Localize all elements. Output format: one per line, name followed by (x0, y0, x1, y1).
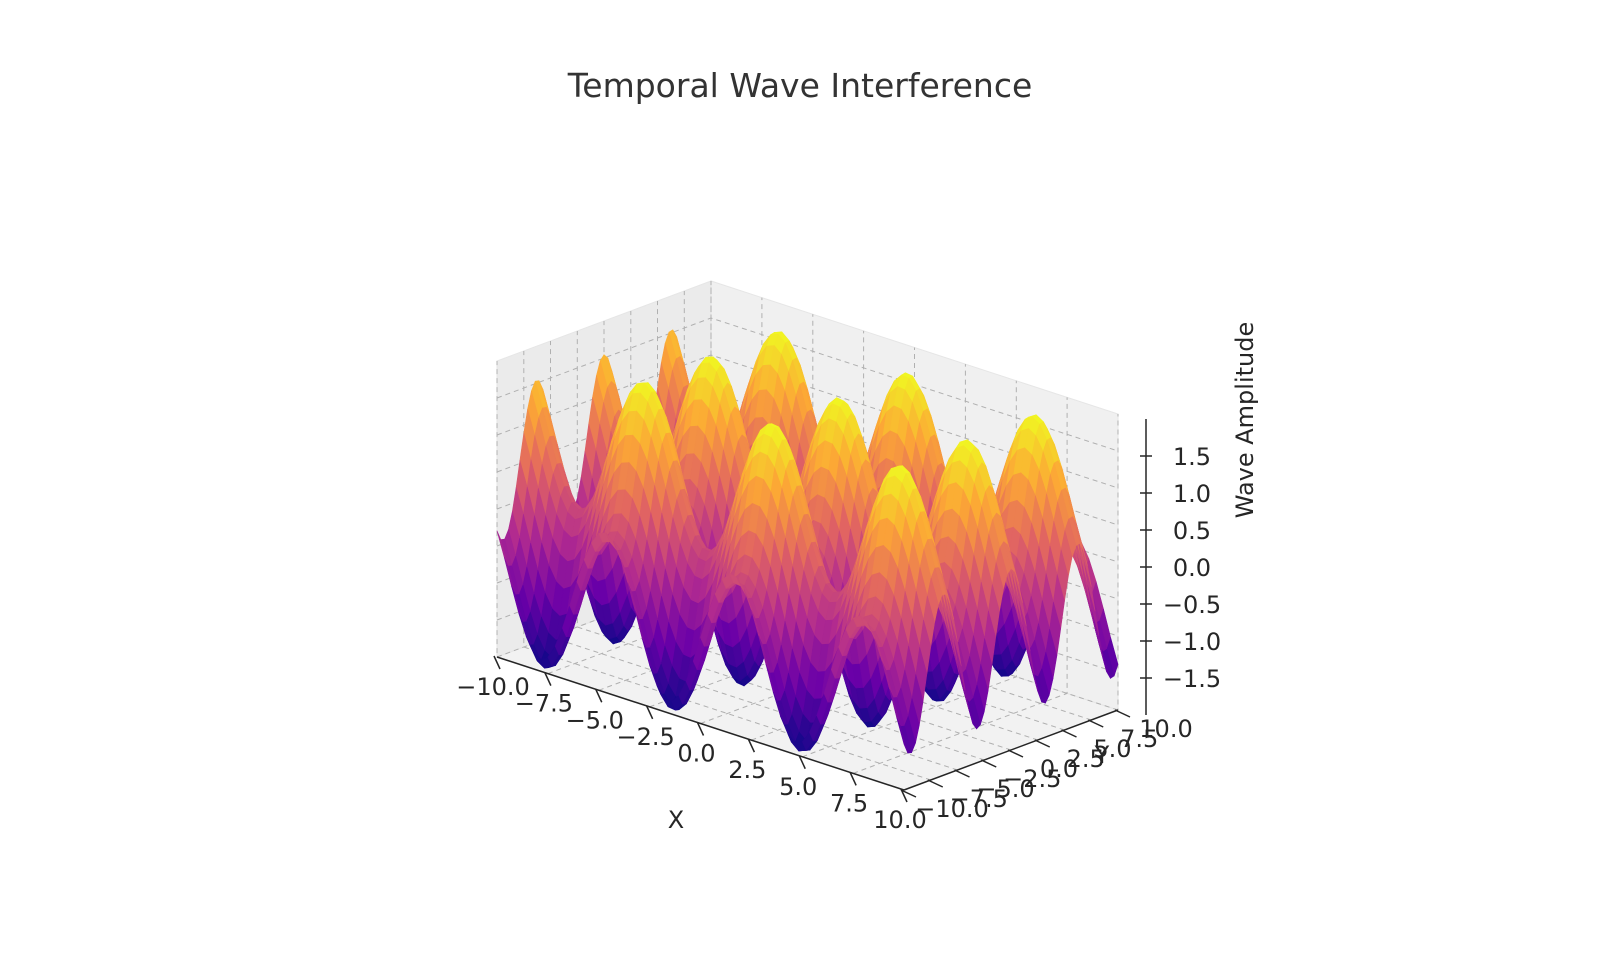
x-tick-label: −10.0 (456, 673, 530, 701)
z-gridline (496, 354, 1119, 489)
y-tick-label: 7.5 (1120, 725, 1158, 753)
z-tick-label: −0.5 (1163, 591, 1221, 619)
x-tick-mark (544, 672, 552, 686)
y-tick-mark (980, 759, 997, 768)
y-axis-line (903, 709, 1119, 791)
y-tick-mark (927, 779, 944, 788)
y-tick-mark (1061, 729, 1077, 738)
y-tick-label: 0.0 (1040, 755, 1078, 783)
y-axis-ticks: −10.0−7.5−5.0−2.50.02.55.07.510.0 (900, 709, 1193, 823)
x-axis-label: X (668, 806, 684, 834)
z-tick-label: −1.0 (1163, 628, 1221, 656)
x-tick-label: −2.5 (616, 723, 674, 751)
y-tick-mark (1114, 709, 1131, 718)
x-tick-label: 5.0 (779, 773, 817, 801)
y-tick-label: −7.5 (950, 785, 1008, 813)
y-tick-label: 10.0 (1139, 715, 1192, 743)
y-gridline (496, 361, 905, 791)
x-tick-label: 10.0 (873, 806, 926, 834)
wave-surface (496, 329, 1119, 754)
y-tick-mark (954, 769, 970, 778)
x-tick-mark (849, 772, 857, 786)
z-tick-label: 0.0 (1173, 554, 1211, 582)
z-tick-label: 1.5 (1173, 443, 1211, 471)
z-axis-ticks: −1.5 −1.0 −0.5 0.0 0.5 1.0 1.5 (1140, 443, 1221, 693)
chart-title: Temporal Wave Interference (567, 66, 1033, 105)
z-tick-label: 1.0 (1173, 480, 1211, 508)
y-tick-label: 2.5 (1067, 745, 1105, 773)
y-tick-mark (1034, 739, 1051, 748)
x-tick-label: 7.5 (830, 789, 868, 817)
x-tick-mark (747, 738, 756, 753)
surface-patch (896, 717, 909, 754)
y-tick-label: −2.5 (1003, 765, 1061, 793)
y-tick-mark (900, 789, 917, 798)
z-tick-label: 0.5 (1173, 517, 1211, 545)
y-tick-label: 5.0 (1093, 735, 1131, 763)
y-tick-mark (1007, 749, 1024, 758)
z-tick-label: −1.5 (1163, 665, 1221, 693)
x-tick-mark (595, 688, 603, 703)
y-gridline (576, 331, 985, 761)
x-axis-line (496, 656, 905, 791)
y-tick-mark (1087, 719, 1104, 728)
y-tick-label: −10.0 (915, 795, 989, 823)
z-axis-label: Wave Amplitude (1231, 322, 1259, 519)
x-axis-ticks: −10.0−7.5−5.0−2.50.0 2.5 5.0 7.510.0 (456, 655, 927, 834)
x-tick-mark (645, 705, 654, 720)
y-axis-label: Y (1094, 741, 1110, 769)
x-tick-label: 0.0 (677, 740, 715, 768)
x-tick-mark (696, 722, 705, 736)
x-tick-mark (798, 755, 806, 770)
y-tick-label: −5.0 (976, 775, 1034, 803)
x-tick-label: 2.5 (728, 756, 766, 784)
x-tick-label: −7.5 (515, 690, 573, 718)
x-tick-label: −5.0 (566, 706, 624, 734)
x-tick-mark (493, 655, 501, 670)
z-gridline (496, 317, 1119, 452)
